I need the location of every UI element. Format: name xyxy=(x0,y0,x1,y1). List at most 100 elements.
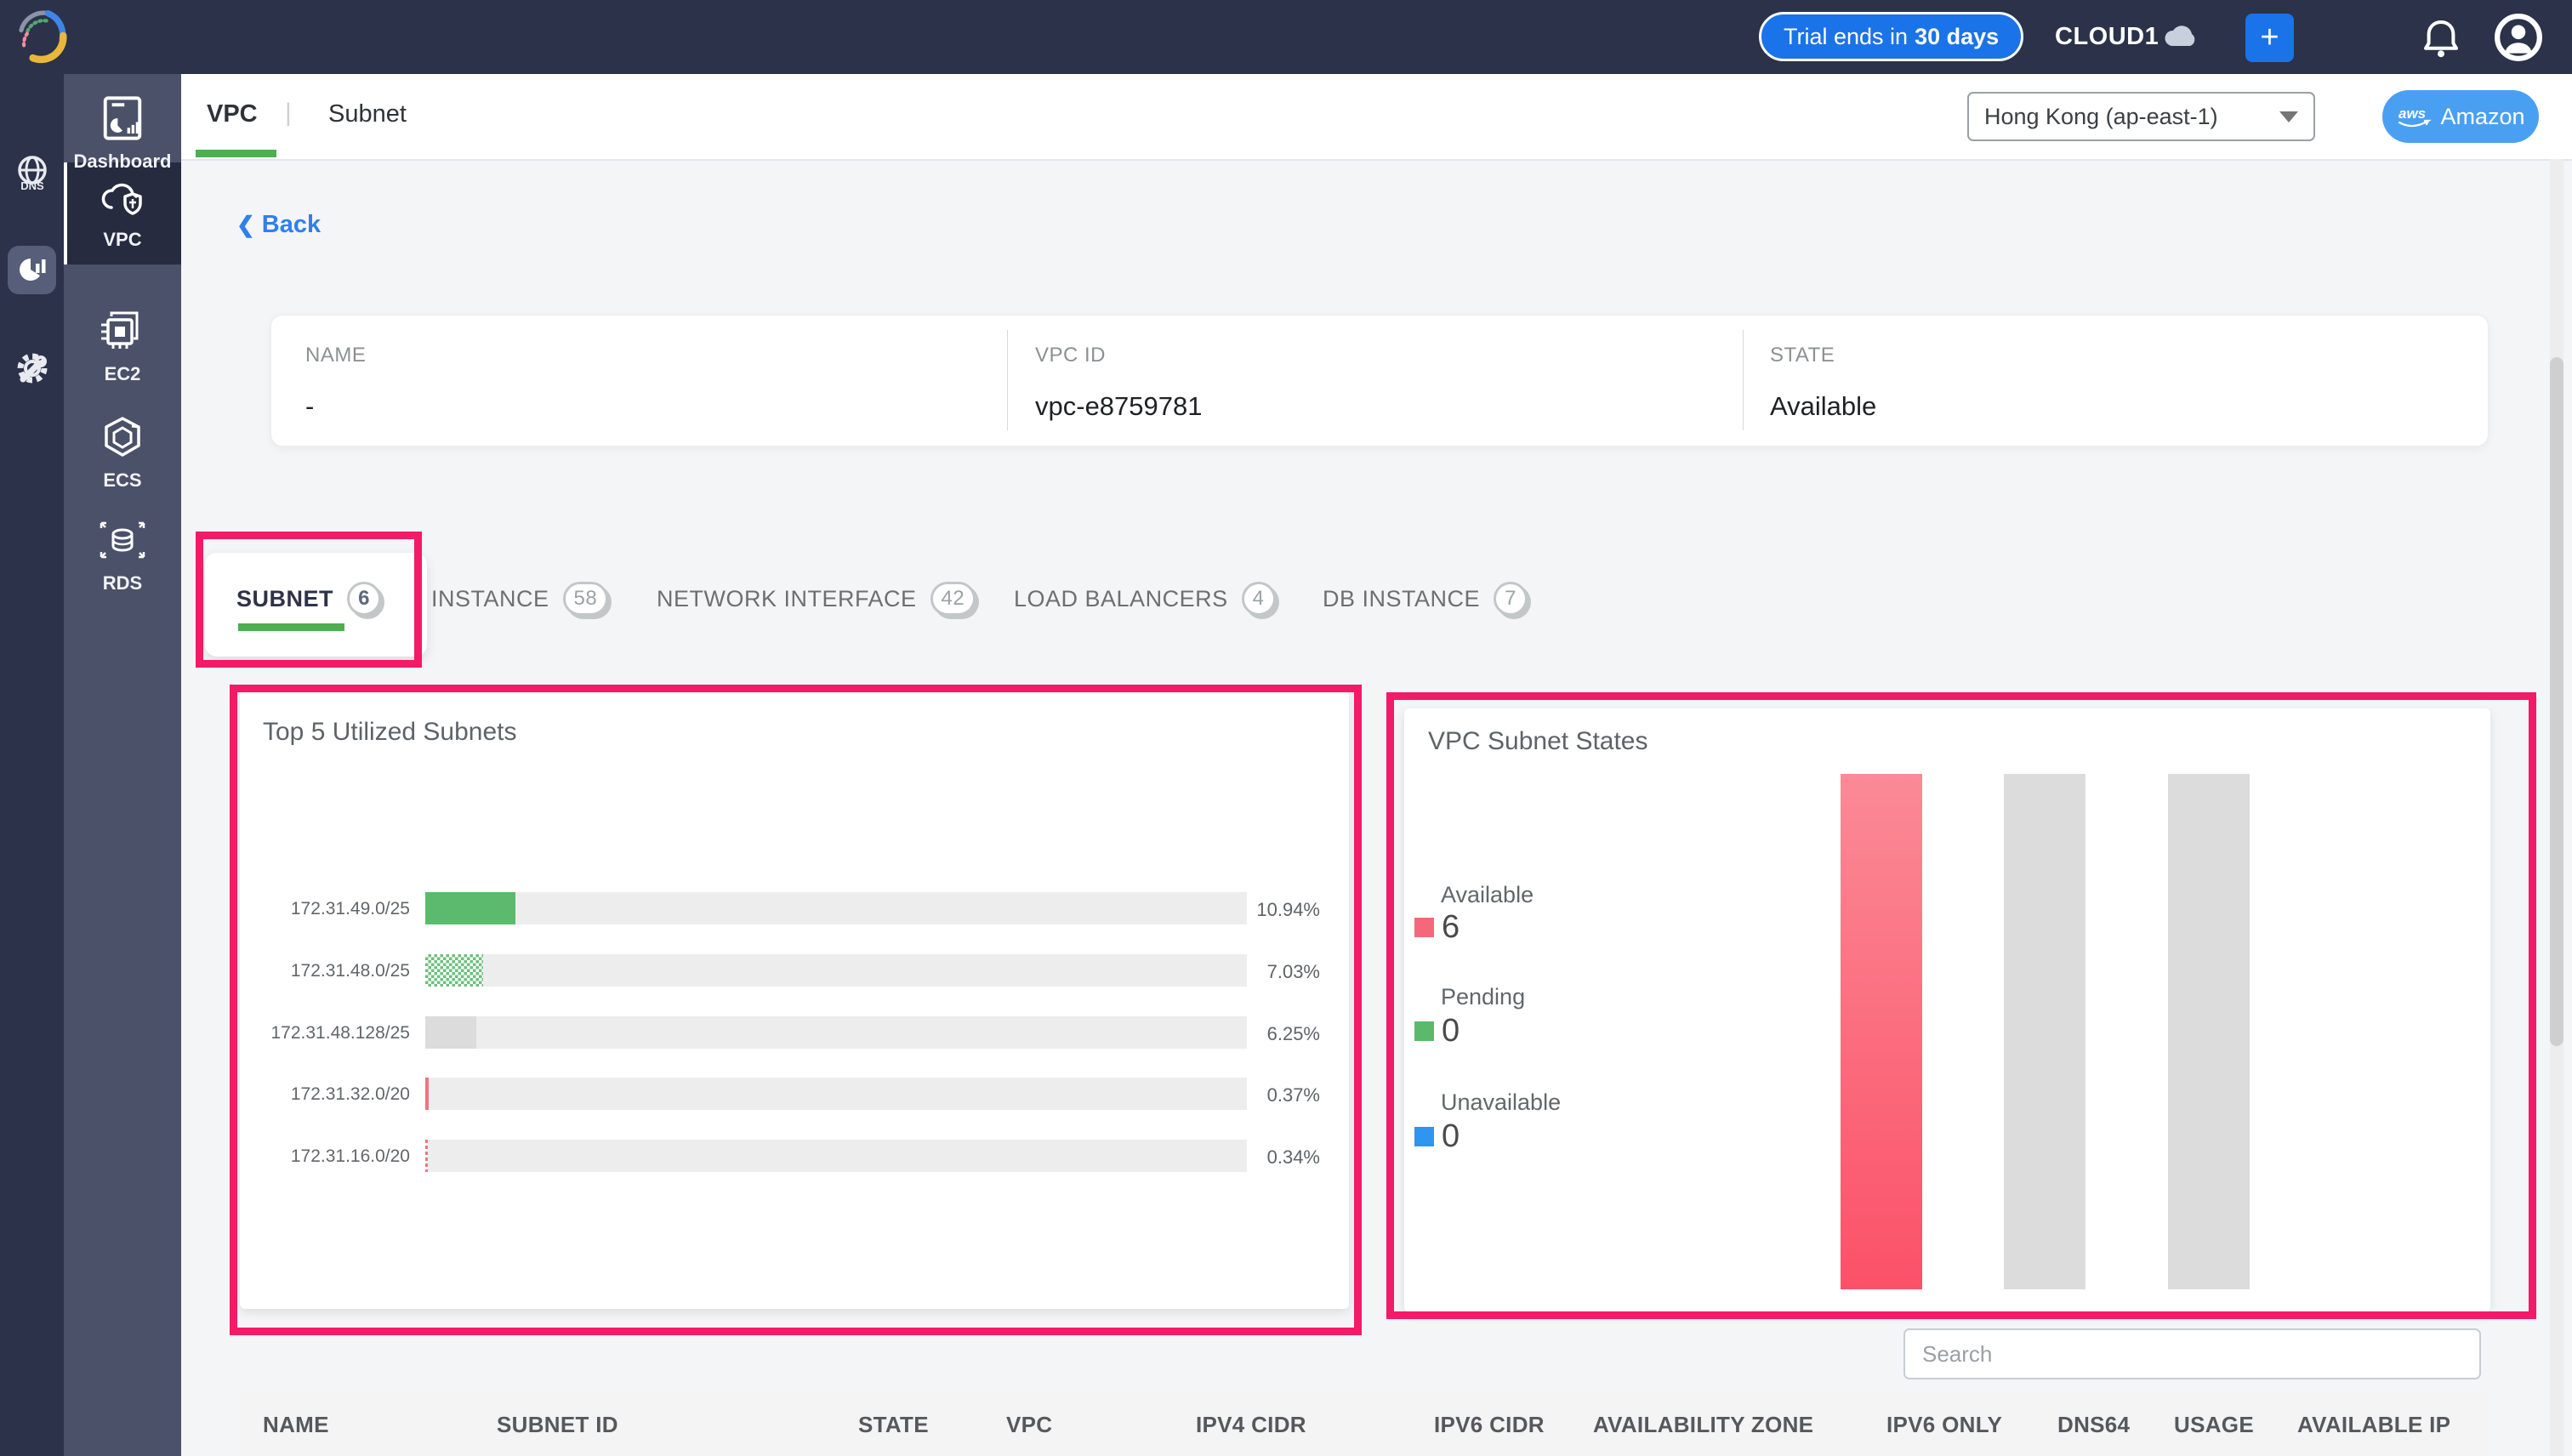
bar-row: 172.31.48.128/25 6.25% xyxy=(240,1016,1349,1049)
bar-track xyxy=(425,1016,1247,1049)
bar-value: 0.34% xyxy=(1266,1146,1320,1168)
cloud-icon xyxy=(2165,26,2195,46)
svg-text:DNS: DNS xyxy=(20,179,44,192)
legend-swatch-unavailable xyxy=(1414,1127,1434,1146)
tab-db-instance[interactable]: DB INSTANCE 7 xyxy=(1323,582,1528,616)
sidebar-item-label: ECS xyxy=(103,469,142,491)
bar-track xyxy=(425,1078,1247,1110)
bar-value: 10.94% xyxy=(1256,899,1320,920)
legend-label: Available xyxy=(1441,882,1534,907)
sidebar-item-vpc[interactable]: VPC xyxy=(64,175,181,251)
region-value: Hong Kong (ap-east-1) xyxy=(1984,103,2218,129)
top-bar: Trial ends in 30 days CLOUD1 + xyxy=(0,0,2572,74)
divider xyxy=(1007,330,1008,430)
org-name[interactable]: CLOUD1 xyxy=(2055,23,2159,50)
bar-track xyxy=(425,892,1247,924)
provider-label: Amazon xyxy=(2440,103,2525,129)
col-vpc[interactable]: VPC xyxy=(1006,1412,1053,1437)
tab-load-balancers[interactable]: LOAD BALANCERS 4 xyxy=(1014,582,1276,616)
bar-pending xyxy=(2004,774,2085,1289)
ec2-chip-icon xyxy=(101,311,139,349)
chevron-down-icon xyxy=(2279,111,2298,122)
sidebar-item-ec2[interactable]: EC2 xyxy=(64,308,181,385)
sidebar-item-label: VPC xyxy=(103,229,142,250)
tab-label: NETWORK INTERFACE xyxy=(657,585,917,611)
active-nav-highlight xyxy=(64,162,181,264)
count-badge: 4 xyxy=(1241,582,1276,616)
search-input[interactable] xyxy=(1903,1328,2481,1379)
col-state[interactable]: STATE xyxy=(858,1412,929,1437)
trial-banner-button[interactable]: Trial ends in 30 days xyxy=(1759,12,2024,61)
top-subnets-chart-card: Top 5 Utilized Subnets 172.31.49.0/25 10… xyxy=(240,691,1349,1309)
tab-label: DB INSTANCE xyxy=(1323,585,1481,611)
bar-track xyxy=(425,954,1247,987)
field-label-name: NAME xyxy=(305,344,367,367)
legend-swatch-pending xyxy=(1414,1021,1434,1041)
col-name[interactable]: NAME xyxy=(263,1412,329,1437)
sidebar-item-dashboard[interactable]: Dashboard xyxy=(64,95,181,173)
bar-fill xyxy=(425,954,483,987)
bar-value: 0.37% xyxy=(1266,1084,1320,1106)
field-label-state: STATE xyxy=(1770,344,1835,367)
outer-sidebar xyxy=(0,74,64,1456)
service-sidebar xyxy=(64,74,181,1456)
add-button[interactable]: + xyxy=(2245,14,2294,62)
active-resource-tab-underline xyxy=(238,623,344,631)
legend-label: Unavailable xyxy=(1441,1089,1562,1115)
bar-fill xyxy=(425,892,515,924)
legend-swatch-available xyxy=(1414,918,1434,937)
sidebar-item-ecs[interactable]: ECS xyxy=(64,414,181,492)
vpc-summary-card xyxy=(270,315,2489,446)
user-avatar[interactable] xyxy=(2494,13,2543,62)
bar-value: 7.03% xyxy=(1266,961,1320,982)
divider xyxy=(1743,330,1744,430)
svg-text:aws: aws xyxy=(2398,105,2426,122)
back-label: Back xyxy=(261,211,322,238)
sidebar-item-label: EC2 xyxy=(104,363,141,384)
provider-amazon-button[interactable]: aws Amazon xyxy=(2382,90,2539,143)
bar-fill xyxy=(425,1078,429,1110)
count-badge: 58 xyxy=(562,582,609,616)
col-ipv6-cidr[interactable]: IPV6 CIDR xyxy=(1434,1412,1545,1437)
scrollbar-thumb[interactable] xyxy=(2550,357,2563,1046)
tab-subnet-resources[interactable]: SUBNET 6 xyxy=(236,582,382,616)
bar-available xyxy=(1841,774,1922,1289)
legend-value: 6 xyxy=(1442,909,1460,945)
gear-wrench-icon xyxy=(17,353,47,384)
col-dns64[interactable]: DNS64 xyxy=(2057,1412,2131,1437)
col-subnet-id[interactable]: SUBNET ID xyxy=(497,1412,618,1437)
vpc-cloud-shield-icon xyxy=(101,183,142,215)
sidebar-item-label: RDS xyxy=(102,572,143,594)
legend-value: 0 xyxy=(1442,1013,1460,1049)
sidebar-item-settings[interactable] xyxy=(0,347,64,390)
aws-logo-icon: aws xyxy=(2398,105,2433,128)
chart-title: VPC Subnet States xyxy=(1428,727,1648,755)
tab-separator: | xyxy=(285,99,292,127)
region-select[interactable]: Hong Kong (ap-east-1) xyxy=(1967,92,2315,141)
notifications-bell-icon[interactable] xyxy=(2421,17,2461,61)
col-availability-zone[interactable]: AVAILABILITY ZONE xyxy=(1593,1412,1814,1437)
tab-vpc[interactable]: VPC xyxy=(207,100,258,128)
back-link[interactable]: ❮ Back xyxy=(236,211,321,239)
bar-label: 172.31.32.0/20 xyxy=(290,1084,410,1104)
col-available-ip[interactable]: AVAILABLE IP xyxy=(2297,1412,2451,1437)
sidebar-item-dns[interactable]: DNS xyxy=(0,151,64,192)
bar-fill xyxy=(425,1016,477,1049)
sidebar-item-resources[interactable] xyxy=(8,246,56,294)
tab-network-interface[interactable]: NETWORK INTERFACE 42 xyxy=(657,582,976,616)
bar-value: 6.25% xyxy=(1266,1023,1320,1044)
bar-fill xyxy=(425,1140,429,1172)
col-ipv4-cidr[interactable]: IPV4 CIDR xyxy=(1196,1412,1306,1437)
count-badge: 7 xyxy=(1494,582,1528,616)
tab-label: SUBNET xyxy=(236,585,334,611)
col-ipv6-only[interactable]: IPV6 ONLY xyxy=(1886,1412,2003,1437)
bar-label: 172.31.48.128/25 xyxy=(270,1023,411,1043)
bar-label: 172.31.48.0/25 xyxy=(290,961,410,981)
tab-subnet[interactable]: Subnet xyxy=(328,100,407,128)
trial-days: 30 days xyxy=(1915,23,2000,49)
active-tab-underline xyxy=(196,150,276,157)
tab-instance[interactable]: INSTANCE 58 xyxy=(431,582,609,616)
sidebar-item-rds[interactable]: RDS xyxy=(64,517,181,594)
pie-chart-icon xyxy=(19,258,45,281)
col-usage[interactable]: USAGE xyxy=(2174,1412,2254,1437)
